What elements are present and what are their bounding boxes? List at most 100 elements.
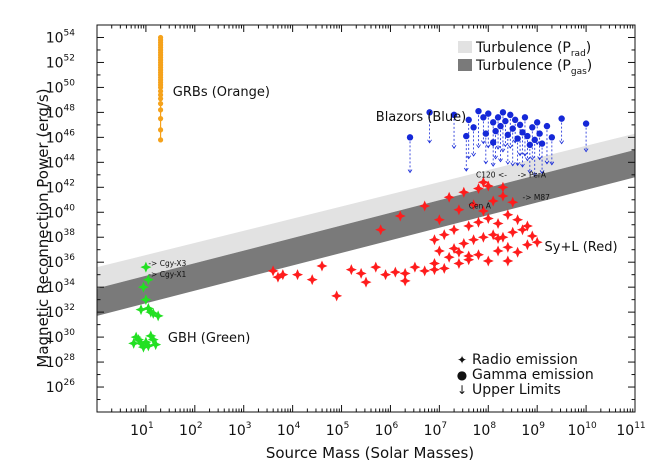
upper-limit-arrow [517, 152, 523, 157]
upper-limit-arrow [427, 139, 432, 144]
upper-limit-arrows [407, 111, 589, 177]
gbh-point [150, 339, 162, 351]
sy-l-point [399, 267, 411, 279]
blazars-point [511, 116, 519, 124]
sy-l-point [448, 224, 460, 236]
grbs-point [157, 116, 164, 122]
sy-l-point [453, 257, 465, 269]
sy-l-point [272, 271, 284, 283]
sy-l-point [458, 186, 470, 198]
gbh-point [137, 341, 149, 353]
y-tick-label: 1054 [46, 28, 76, 46]
x-tick-label: 106 [375, 421, 399, 439]
upper-limit-arrow [476, 144, 481, 149]
source-annotation: -> PerA [518, 170, 547, 179]
gbh-point [135, 304, 147, 316]
x-tick-label: 103 [228, 421, 252, 439]
gbh-point [142, 340, 154, 352]
sy-l-point [497, 231, 509, 243]
upper-limit-arrow [510, 162, 516, 167]
legend-marker-glyph: ● [457, 368, 467, 382]
blazars-point [480, 114, 487, 121]
blazars-point [492, 127, 499, 135]
blazars-point [463, 132, 470, 140]
upper-limit-arrow [490, 162, 496, 167]
y-tick-label: 1052 [46, 53, 75, 71]
blazars-point [426, 109, 433, 116]
sy-l-point [468, 199, 480, 211]
y-tick-label: 1026 [46, 378, 76, 396]
upper-limit-arrow [485, 144, 491, 149]
gbh-point [147, 334, 159, 346]
blazars-point [519, 129, 526, 136]
sy-l-point [502, 209, 514, 221]
sy-l-point [453, 246, 465, 258]
blazars-point [450, 111, 458, 119]
gbh-point [147, 307, 159, 319]
sy-l-point [497, 181, 509, 193]
sy-l-point [331, 290, 343, 302]
sy-l-point [428, 257, 440, 269]
legend-band-label: Turbulence (Prad) [475, 40, 591, 59]
sy-l-point [507, 226, 519, 238]
blazars-point [538, 140, 546, 147]
upper-limit-arrow [520, 163, 525, 168]
upper-limit-arrow [527, 169, 533, 174]
gbh-point [140, 336, 152, 348]
gbh-point [135, 337, 147, 349]
sy-l-point [316, 260, 328, 272]
grbs-point [157, 84, 164, 91]
grbs-point [157, 92, 164, 98]
group-label: Sy+L (Red) [545, 240, 618, 255]
x-tick-label: 102 [179, 421, 203, 439]
blazars-point [531, 136, 538, 144]
sy-l-point [428, 234, 440, 246]
gbh-point [152, 310, 164, 322]
x-tick-label: 107 [424, 421, 448, 439]
upper-limit-arrow [503, 143, 508, 148]
plot-frame [96, 24, 636, 413]
sy-l-point [419, 200, 431, 212]
group-label: Blazors (Blue) [376, 110, 466, 125]
blazars-point [470, 124, 477, 131]
source-annotation: Cen A [469, 202, 492, 211]
sy-l-point [443, 251, 455, 263]
sy-l-point [472, 183, 484, 195]
x-tick-label: 108 [472, 421, 496, 439]
legend-swatch [458, 59, 472, 71]
gbh-point [142, 302, 154, 314]
sy-l-point [277, 269, 289, 281]
sy-l-point [482, 180, 494, 192]
sy-l-point [419, 265, 431, 277]
sy-l-point [512, 214, 524, 226]
band-p-rad [97, 133, 635, 289]
gbh-point [142, 274, 154, 286]
blazars-point [499, 109, 507, 116]
sy-l-point [438, 229, 450, 241]
blazars-point [543, 122, 551, 130]
blazars-point [489, 119, 497, 126]
grbs-point [157, 127, 164, 133]
sy-l-point [502, 255, 514, 267]
sy-l-point [487, 229, 499, 241]
blazars-point [482, 130, 490, 137]
upper-limit-arrow [498, 158, 503, 163]
legend-marker-label: Gamma emission [472, 367, 594, 383]
upper-limit-arrow [493, 155, 498, 160]
sy-l-point [517, 224, 529, 236]
turbulence-bands [97, 133, 635, 316]
x-tick-label: 1011 [616, 421, 645, 439]
legend-marker-label: Radio emission [472, 352, 578, 368]
y-axis-label: Magnetic Reconnection Power (erg/s) [34, 88, 52, 367]
sy-l-point [526, 230, 538, 242]
blazars-point [558, 115, 565, 122]
upper-limit-arrow [539, 170, 545, 175]
sy-l-point [443, 191, 455, 203]
gbh-point [137, 281, 149, 293]
sy-l-point [521, 220, 533, 232]
group-labels: GRBs (Orange) Blazors (Blue) Sy+L (Red) GBH… [168, 85, 618, 346]
sy-l-point [468, 234, 480, 246]
x-axis-label: Source Mass (Solar Masses) [266, 444, 474, 462]
sy-l-point [409, 261, 421, 273]
